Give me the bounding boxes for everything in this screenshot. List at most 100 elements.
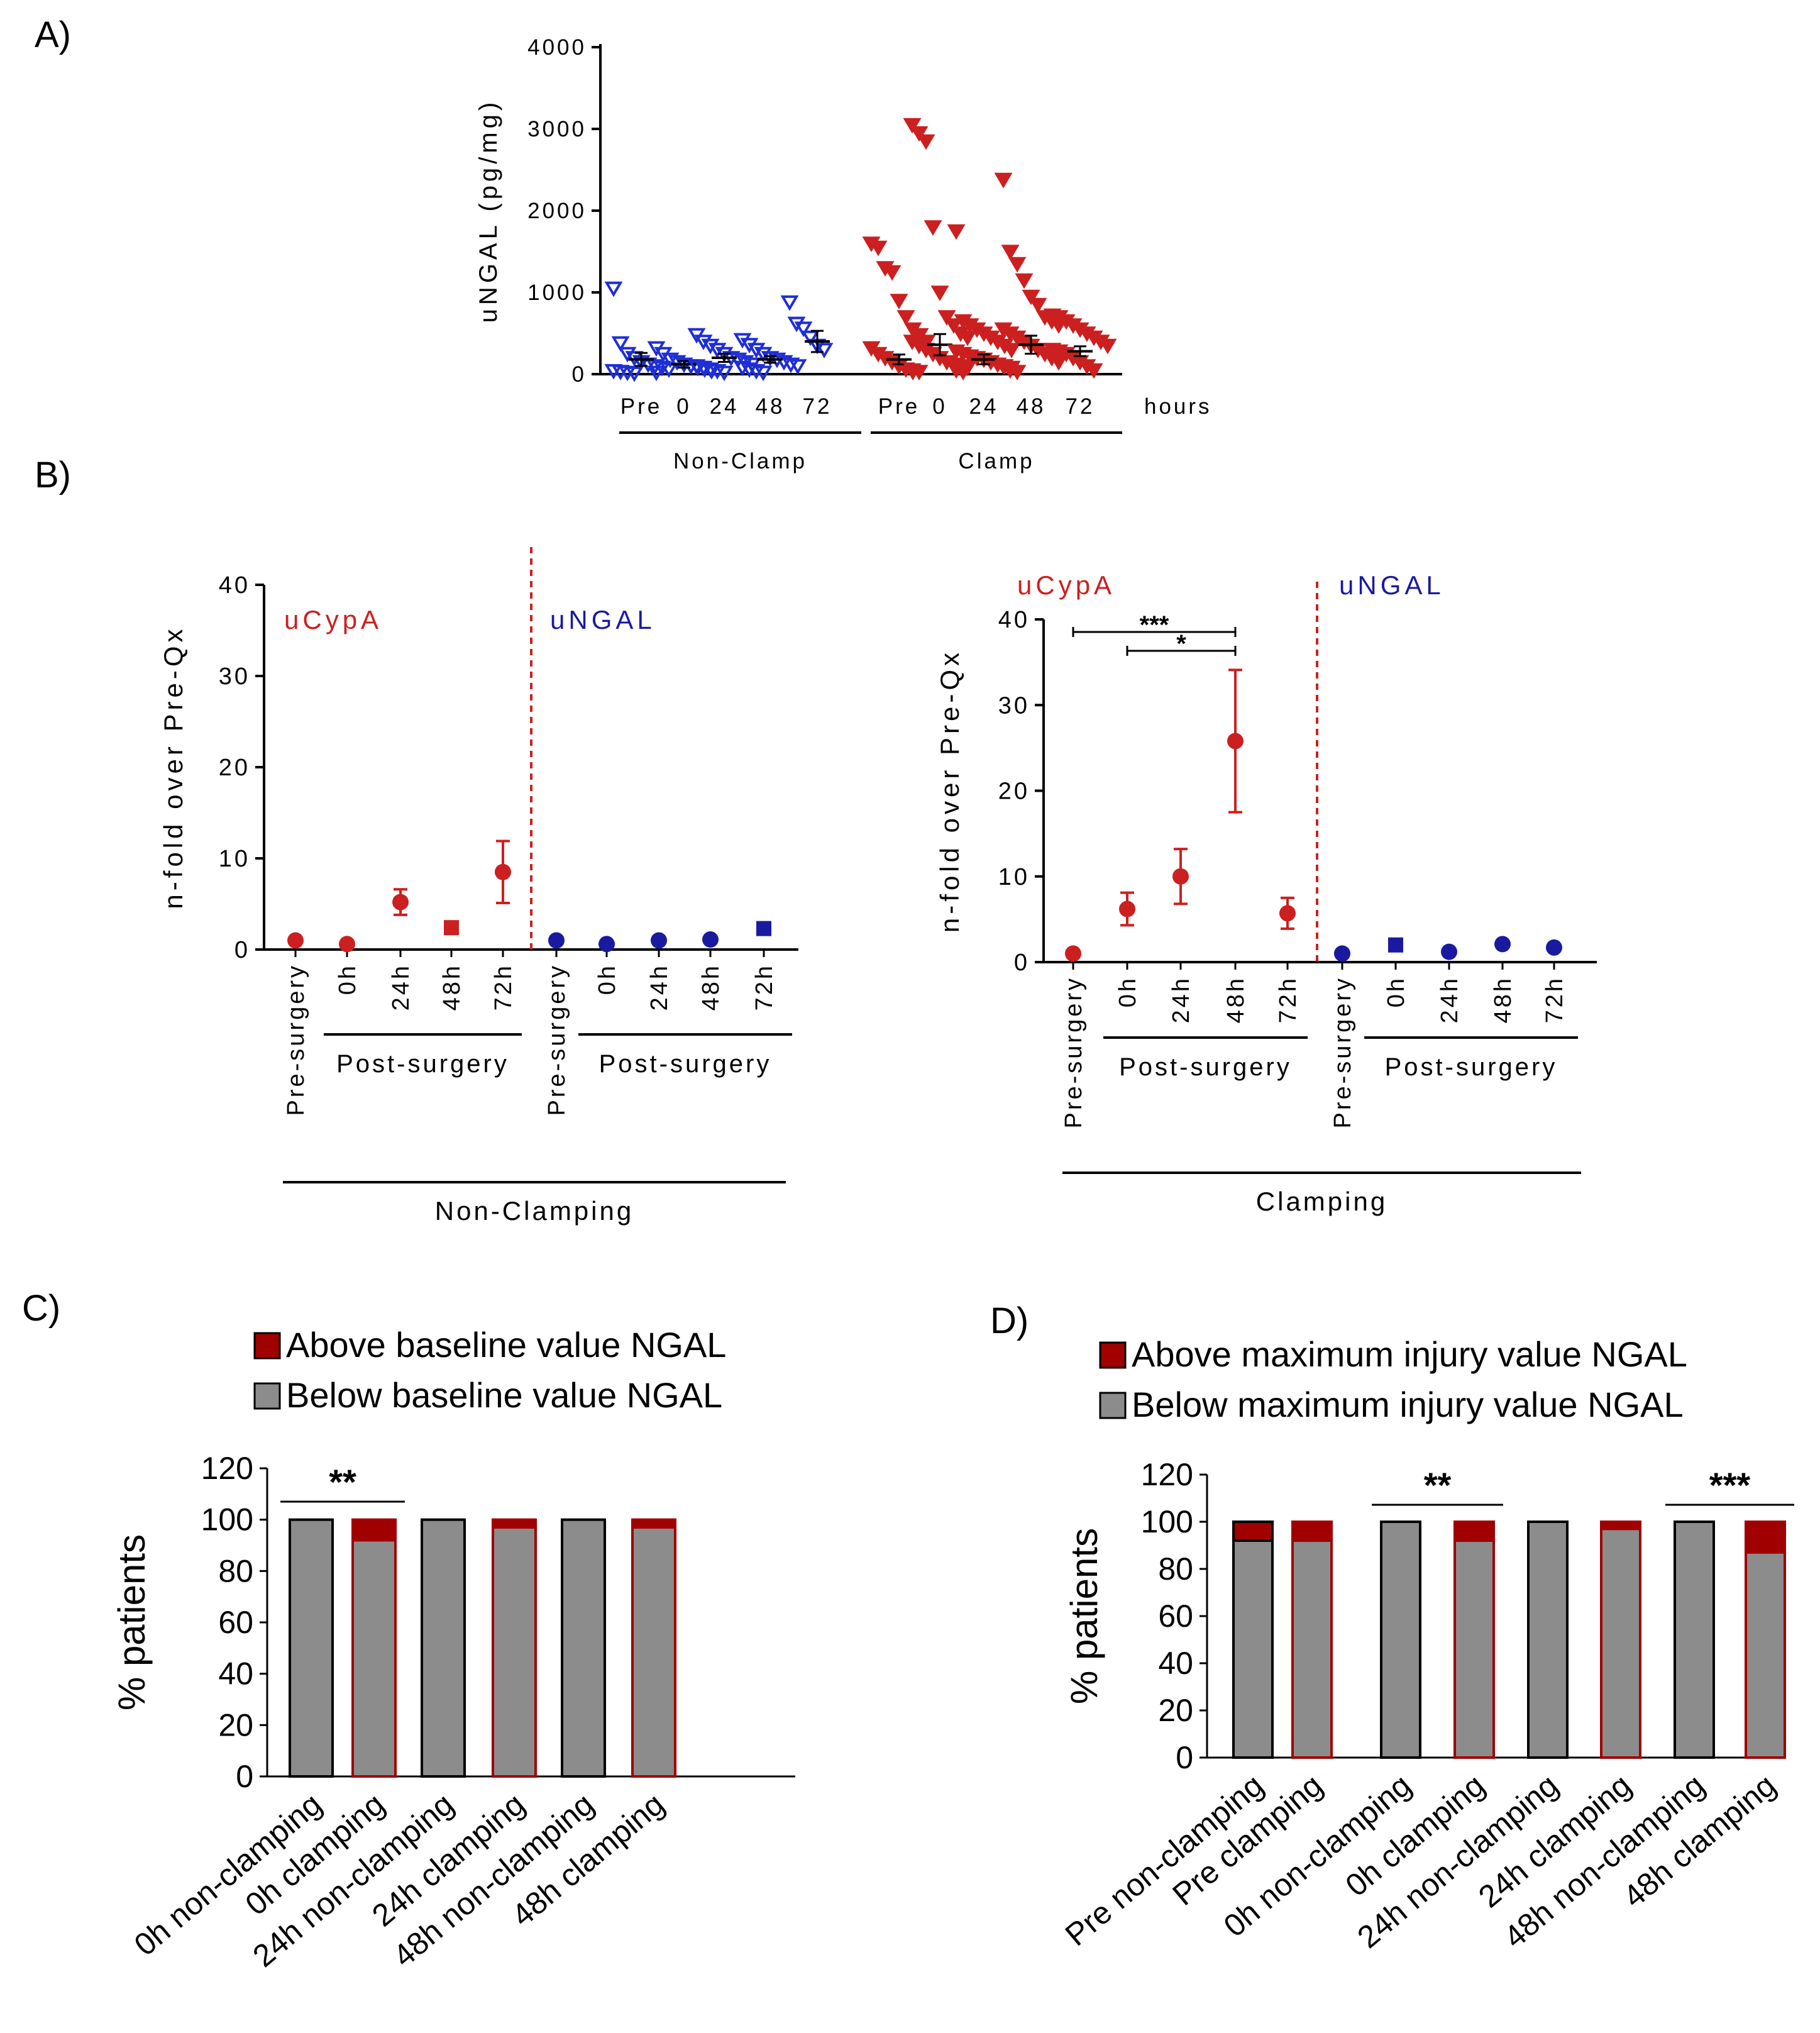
d-bar-below: [1291, 1539, 1333, 1759]
a-data-point: [780, 295, 799, 311]
bl-y-tick-label: 30: [219, 663, 250, 690]
a-data-point: [994, 172, 1013, 189]
d-bar-above: [1453, 1521, 1495, 1542]
a-x-tick-label: 24: [969, 394, 999, 419]
br-sig-label: ***: [1140, 611, 1169, 639]
a-x-tick-label: 48: [1017, 394, 1046, 419]
panel-label-c: C): [22, 1288, 60, 1329]
br-data-point: [1227, 733, 1244, 750]
br-y-tick-label: 30: [998, 692, 1030, 719]
a-x-tick-label: 0: [676, 394, 691, 419]
c-y-tick-label: 120: [201, 1451, 253, 1486]
a-x-tick-label: 0: [932, 394, 947, 419]
a-data-point: [944, 318, 963, 334]
br-data-point: [1065, 945, 1081, 962]
br-y-axis-label: n-fold over Pre-Qx: [935, 649, 964, 933]
d-y-tick-label: 20: [1158, 1693, 1193, 1728]
c-y-tick-label: 20: [218, 1707, 253, 1742]
bl-y-axis-label: n-fold over Pre-Qx: [158, 625, 188, 909]
a-data-point: [647, 365, 666, 382]
br-x-tick-label: Pre-surgery: [1330, 976, 1356, 1129]
d-y-tick-label: 0: [1176, 1740, 1193, 1775]
a-x-tick-label: 48: [756, 394, 785, 419]
a-data-point: [1015, 273, 1034, 289]
a-data-point: [1098, 338, 1117, 355]
a-x-tick-label: Pre: [620, 394, 662, 419]
panel-label-d: D): [990, 1300, 1029, 1341]
bl-data-point: [702, 931, 719, 948]
d-legend-label: Above maximum injury value NGAL: [1132, 1334, 1687, 1374]
br-x-tick-label: 48h: [1223, 976, 1249, 1023]
d-y-tick-label: 40: [1158, 1646, 1193, 1681]
a-data-point: [708, 343, 727, 358]
d-bar-below: [1674, 1521, 1715, 1759]
bl-data-point: [598, 936, 615, 953]
a-data-point: [754, 365, 773, 382]
c-bar-below: [289, 1518, 334, 1778]
br-x-tick-label: 48h: [1490, 976, 1516, 1023]
d-y-tick-label: 60: [1158, 1598, 1193, 1634]
a-data-point: [954, 365, 973, 380]
d-bar-below: [1745, 1551, 1786, 1759]
bl-y-tick-label: 40: [219, 572, 250, 599]
a-y-tick-label: 4000: [527, 35, 587, 60]
d-bar-below: [1527, 1521, 1569, 1759]
c-bar-below: [421, 1518, 466, 1778]
a-data-point: [883, 265, 902, 281]
a-units-label: hours: [1144, 394, 1212, 419]
a-x-tick-label: Pre: [878, 394, 920, 419]
a-data-point: [947, 224, 966, 240]
a-data-point: [801, 330, 820, 346]
d-bar-below: [1380, 1521, 1421, 1759]
bl-x-tick-label: 48h: [439, 963, 465, 1011]
a-data-point: [1001, 245, 1020, 260]
chart-c-bars: Above baseline value NGAL Below baseline …: [111, 1325, 795, 1974]
bl-x-tick-label: 72h: [490, 963, 517, 1011]
a-data-point: [958, 330, 977, 346]
d-sig-label: **: [1424, 1465, 1452, 1505]
chart-d-bars: Above maximum injury value NGAL Below max…: [1059, 1334, 1794, 1955]
d-legend-swatch: [1099, 1341, 1127, 1369]
chart-b-right-clamping: 0 10 20 30 40 n-fold over Pre-Qx uCypA uNGAL Pre…: [935, 570, 1597, 1216]
br-x-tick-label: 24h: [1437, 976, 1463, 1023]
a-data-point: [611, 336, 630, 352]
br-data-point: [1388, 937, 1403, 953]
d-legend-swatch: [1099, 1392, 1127, 1419]
a-data-point: [754, 346, 773, 363]
br-y-tick-label: 10: [998, 864, 1030, 890]
bl-subgroup-label: Post-surgery: [336, 1050, 509, 1078]
c-y-tick-label: 0: [236, 1759, 253, 1794]
br-y-tick-label: 20: [998, 778, 1030, 805]
a-x-tick-label: 24: [710, 394, 739, 419]
d-bar-below: [1600, 1527, 1641, 1759]
br-data-point: [1279, 905, 1296, 922]
a-group-label: Clamp: [958, 449, 1034, 474]
c-bar-below: [631, 1526, 676, 1778]
bl-ucypa-label: uCypA: [284, 605, 382, 634]
panel-label-a: A): [35, 14, 71, 55]
br-data-point: [1441, 943, 1457, 960]
br-x-tick-label: 24h: [1168, 976, 1194, 1023]
br-x-tick-label: 0h: [1383, 976, 1409, 1007]
c-legend-swatch: [253, 1382, 281, 1410]
a-data-point: [701, 338, 720, 355]
d-sig-label: ***: [1709, 1465, 1751, 1505]
d-y-tick-label: 120: [1141, 1457, 1193, 1492]
a-y-tick-label: 1000: [527, 280, 587, 305]
c-bar-above: [492, 1518, 537, 1529]
d-y-tick-label: 80: [1158, 1551, 1193, 1587]
a-data-point: [924, 220, 942, 236]
c-y-tick-label: 100: [201, 1502, 253, 1537]
bl-x-tick-label: 24h: [646, 963, 673, 1011]
bl-x-tick-label: 24h: [388, 963, 414, 1011]
br-ucypa-label: uCypA: [1017, 570, 1115, 600]
c-bar-below: [492, 1526, 537, 1778]
chart-b-left-nonclamping: 0 10 20 30 40 n-fold over Pre-Qx uCypA uNGAL Pre…: [158, 547, 798, 1226]
bl-x-tick-label: 72h: [751, 963, 778, 1011]
br-sig-label: *: [1176, 630, 1186, 658]
a-y-tick-label: 3000: [527, 117, 587, 141]
bl-data-point: [756, 921, 771, 936]
d-bar-above: [1232, 1521, 1274, 1542]
br-data-point: [1494, 936, 1511, 953]
